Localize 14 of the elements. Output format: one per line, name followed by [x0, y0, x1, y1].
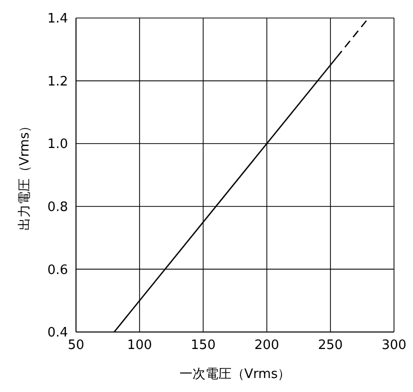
y-tick-label: 0.4 — [47, 326, 68, 341]
x-axis-title: 一次電圧（Vrms） — [179, 367, 291, 382]
x-tick-label: 100 — [127, 338, 152, 354]
y-tick-label: 1.4 — [47, 12, 68, 27]
y-tick-label: 1.2 — [47, 74, 68, 90]
x-tick-label: 150 — [190, 338, 216, 354]
y-tick-label: 1.0 — [47, 137, 68, 152]
x-tick-label: 250 — [318, 338, 343, 354]
y-axis-title: 出力電圧（Vrms） — [18, 119, 33, 231]
x-tick-label: 50 — [68, 338, 84, 354]
x-tick-label: 300 — [382, 338, 406, 354]
y-tick-label: 0.8 — [47, 200, 68, 216]
y-tick-label: 0.6 — [47, 262, 68, 278]
x-tick-label: 200 — [254, 338, 280, 354]
